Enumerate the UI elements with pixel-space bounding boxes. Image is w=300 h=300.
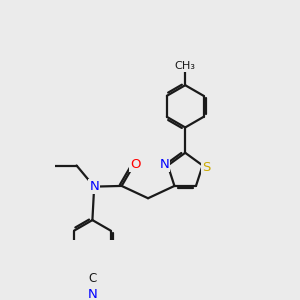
Text: N: N xyxy=(88,288,97,300)
Text: C: C xyxy=(88,272,97,285)
Text: S: S xyxy=(202,161,210,174)
Text: N: N xyxy=(159,158,169,171)
Text: N: N xyxy=(89,180,99,193)
Text: CH₃: CH₃ xyxy=(175,61,196,71)
Text: O: O xyxy=(130,158,141,171)
